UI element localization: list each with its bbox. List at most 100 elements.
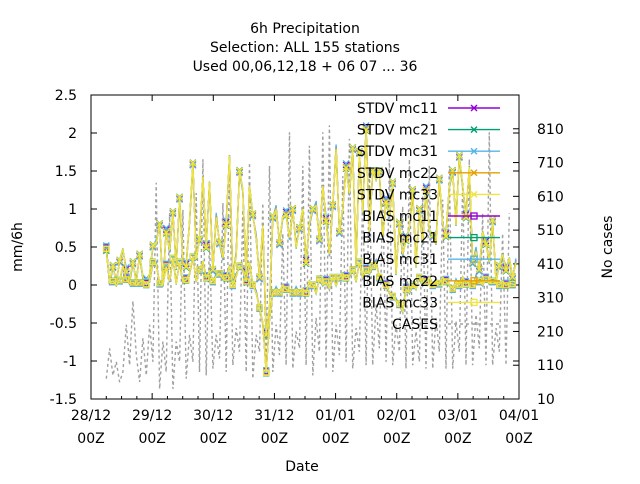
- legend-label: STDV mc21: [357, 123, 438, 139]
- x-tick-label-hour: 00Z: [77, 431, 104, 447]
- legend-label: CASES: [392, 317, 438, 333]
- x-tick-label-date: 29/12: [132, 408, 172, 424]
- data-point: [176, 258, 183, 266]
- y-tick-label: -0.5: [50, 316, 77, 332]
- data-point: [136, 279, 143, 286]
- data-point: [209, 277, 216, 285]
- y2-tick-label: 10: [537, 392, 555, 408]
- data-point: [389, 293, 396, 300]
- x-axis-label: Date: [285, 459, 318, 475]
- data-point: [429, 281, 436, 288]
- data-point: [103, 245, 110, 253]
- data-point: [123, 276, 130, 283]
- y-tick-label: 0.5: [55, 240, 77, 256]
- data-point: [196, 266, 203, 273]
- data-point: [183, 277, 190, 284]
- data-point: [442, 278, 450, 285]
- data-point: [276, 239, 283, 247]
- data-point: [169, 255, 176, 262]
- y-tick-label: -1: [63, 354, 77, 370]
- data-point: [243, 278, 250, 285]
- data-point: [502, 282, 510, 289]
- data-point: [149, 241, 157, 249]
- data-point: [156, 280, 163, 287]
- data-point: [129, 258, 137, 266]
- legend-label: BIAS mc22: [362, 274, 438, 290]
- data-point: [469, 281, 476, 288]
- chart-title: 6h Precipitation Selection: ALL 155 stati…: [193, 21, 418, 75]
- x-axis-ticks: 28/12 00Z 29/12 00Z 30/12 00Z 31/12 00Z 01/01 00Z…: [71, 95, 539, 447]
- legend-label: BIAS mc33: [362, 295, 438, 311]
- x-tick-label-hour: 00Z: [505, 431, 532, 447]
- legend: STDV mc11 STDV mc21 STDV mc31 STDV mc22 STDV…: [357, 101, 500, 333]
- x-tick-label-date: 31/12: [254, 408, 294, 424]
- data-point: [316, 275, 323, 282]
- data-point: [109, 262, 117, 270]
- data-point: [163, 263, 170, 270]
- data-point: [382, 198, 390, 206]
- y2-tick-label: 410: [537, 257, 564, 273]
- y-tick-label: -1.5: [50, 392, 77, 408]
- data-point: [356, 258, 363, 266]
- legend-label: STDV mc22: [357, 166, 438, 182]
- data-point: [249, 210, 257, 218]
- data-point: [429, 231, 437, 239]
- x-tick-label-hour: 00Z: [444, 431, 471, 447]
- y-tick-label: 0: [68, 278, 77, 294]
- y2-tick-label: 510: [537, 223, 564, 239]
- data-point: [256, 304, 263, 311]
- data-point: [216, 270, 223, 277]
- data-point: [276, 241, 283, 249]
- data-point: [236, 262, 243, 269]
- data-point: [296, 289, 303, 296]
- data-point: [496, 281, 503, 288]
- data-point: [382, 282, 390, 289]
- x-tick-label-date: 01/01: [315, 408, 355, 424]
- data-point: [309, 205, 317, 213]
- data-point: [449, 285, 456, 292]
- data-point: [475, 265, 483, 273]
- data-point: [355, 148, 363, 156]
- data-point: [303, 289, 310, 297]
- data-point: [309, 281, 316, 288]
- data-point: [342, 164, 350, 172]
- data-point: [489, 216, 497, 224]
- data-point: [216, 238, 223, 246]
- x-tick-label-date: 28/12: [71, 408, 111, 424]
- data-point: [482, 240, 490, 248]
- data-point: [395, 218, 403, 226]
- legend-label: STDV mc31: [357, 144, 438, 160]
- data-point: [143, 281, 150, 288]
- data-point: [116, 256, 124, 264]
- x-tick-label-hour: 00Z: [383, 431, 410, 447]
- data-point: [282, 211, 290, 219]
- x-tick-label-hour: 00Z: [322, 431, 349, 447]
- data-point: [416, 274, 423, 281]
- data-point: [283, 286, 290, 293]
- data-point: [502, 267, 510, 275]
- data-point: [409, 281, 416, 288]
- y2-tick-label: 310: [537, 291, 564, 307]
- x-tick-label-hour: 00Z: [138, 431, 165, 447]
- x-tick-label-date: 02/01: [377, 408, 417, 424]
- data-point: [182, 263, 190, 271]
- data-point: [369, 262, 376, 269]
- data-point: [196, 235, 204, 243]
- data-point: [456, 281, 463, 288]
- data-point: [436, 280, 443, 287]
- data-point: [323, 278, 330, 285]
- y2-tick-label: 610: [537, 189, 564, 205]
- x-tick-label-date: 03/01: [438, 408, 478, 424]
- data-point: [362, 267, 370, 274]
- data-point: [349, 266, 356, 273]
- data-point: [396, 300, 403, 307]
- data-point: [276, 289, 283, 296]
- x-tick-label-date: 30/12: [193, 408, 233, 424]
- data-point: [162, 229, 170, 237]
- data-point: [229, 281, 236, 288]
- data-point: [422, 278, 430, 285]
- data-point: [289, 289, 296, 296]
- data-point: [475, 268, 483, 276]
- data-point: [329, 201, 337, 209]
